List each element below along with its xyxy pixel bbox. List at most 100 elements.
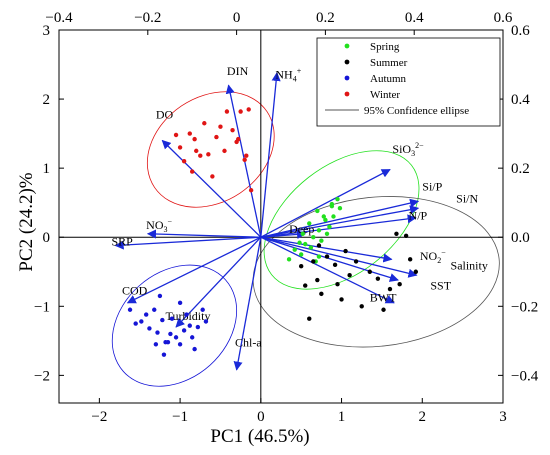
loading-label-salinity: Salinity — [451, 259, 488, 273]
legend-marker-spring — [344, 43, 350, 49]
point-winter — [198, 153, 203, 158]
loading-arrow-srp — [114, 236, 261, 250]
point-autumn — [147, 326, 152, 331]
point-summer — [403, 233, 409, 239]
right-tick-label: −0.4 — [511, 368, 539, 384]
right-tick-label: −0.2 — [511, 299, 538, 315]
x-tick-label: 1 — [338, 409, 346, 425]
point-summer — [347, 273, 352, 278]
point-winter — [230, 127, 235, 133]
point-autumn — [187, 323, 192, 328]
point-spring — [337, 206, 343, 211]
loading-label-sst: SST — [430, 279, 451, 293]
point-spring — [319, 238, 324, 243]
point-autumn — [157, 293, 163, 299]
top-tick-label: −0.2 — [134, 10, 161, 26]
point-autumn — [139, 319, 144, 324]
y-tick-label: 3 — [43, 23, 51, 39]
legend-marker-autumn — [344, 75, 350, 81]
loading-label-n-p: N/P — [409, 208, 428, 222]
point-winter — [187, 131, 192, 136]
confidence-ellipse-spring — [263, 150, 420, 290]
point-spring — [316, 228, 322, 233]
point-spring — [331, 214, 336, 219]
point-winter — [218, 124, 223, 129]
x-axis-title: PC1 (46.5%) — [210, 426, 309, 447]
point-winter — [190, 169, 195, 174]
point-winter — [248, 188, 254, 193]
point-winter — [210, 174, 215, 179]
right-tick-label: 0.6 — [511, 23, 530, 39]
loading-arrow-sst — [260, 236, 399, 282]
point-autumn — [143, 312, 149, 317]
confidence-ellipse-autumn — [111, 264, 238, 387]
point-autumn — [155, 330, 160, 335]
loading-label-cod: COD — [122, 284, 148, 298]
x-tick-label: −1 — [172, 409, 188, 425]
point-spring — [303, 241, 308, 247]
point-winter — [202, 121, 207, 126]
point-winter — [238, 109, 243, 114]
loading-label-do: DO — [156, 107, 174, 121]
loading-label-si-n: Si/N — [456, 192, 478, 206]
loading-arrow-do — [161, 139, 262, 238]
point-autumn — [173, 335, 179, 340]
point-summer — [367, 269, 372, 274]
point-summer — [316, 243, 322, 248]
point-spring — [307, 221, 312, 226]
legend-label-autumn: Autumn — [370, 73, 407, 85]
loading-label-nh4: NH4+ — [275, 66, 301, 83]
right-tick-label: 0.4 — [511, 92, 530, 108]
point-summer — [343, 248, 348, 254]
point-winter — [222, 148, 227, 154]
point-summer — [353, 259, 359, 264]
point-summer — [407, 257, 413, 262]
loading-arrow-chl-a — [233, 237, 262, 371]
point-summer — [307, 316, 312, 321]
point-spring — [321, 214, 326, 219]
top-tick-label: 0.6 — [494, 10, 513, 26]
point-autumn — [184, 312, 189, 317]
legend-label-spring: Spring — [370, 41, 400, 53]
y-tick-label: −2 — [34, 368, 50, 384]
loading-arrow-bwt — [260, 236, 395, 304]
loading-label-sio3-2: SiO32− — [392, 141, 424, 158]
legend-label-summer: Summer — [370, 57, 408, 69]
loading-label-si-p: Si/P — [422, 179, 442, 193]
point-winter — [246, 107, 251, 112]
point-autumn — [133, 321, 138, 326]
point-spring — [327, 224, 332, 230]
loading-arrow-si-p — [260, 198, 420, 238]
point-winter — [206, 152, 211, 157]
confidence-ellipse-summer — [252, 196, 500, 348]
right-tick-label: 0.0 — [511, 230, 530, 246]
loading-arrow-sio3-2 — [260, 168, 391, 238]
point-summer — [394, 231, 399, 236]
x-tick-label: 0 — [257, 409, 265, 425]
point-spring — [315, 208, 320, 214]
y-tick-label: −1 — [34, 299, 50, 315]
point-summer — [298, 264, 304, 269]
point-winter — [236, 136, 241, 142]
point-autumn — [127, 307, 133, 312]
loading-arrow-deep — [260, 229, 307, 239]
loading-label-din: DIN — [227, 64, 249, 78]
right-tick-label: 0.2 — [511, 161, 530, 177]
loading-arrow-turbidity — [175, 236, 262, 328]
point-autumn — [181, 328, 187, 333]
point-spring — [300, 231, 305, 236]
y-tick-label: 2 — [43, 92, 51, 108]
loading-arrow-cod — [126, 236, 262, 304]
point-summer — [381, 307, 386, 312]
point-autumn — [153, 342, 159, 347]
point-summer — [375, 276, 381, 281]
point-spring — [335, 197, 340, 202]
point-winter — [194, 148, 199, 154]
loading-arrow-si-n — [260, 205, 420, 238]
x-tick-label: −2 — [91, 409, 107, 425]
point-spring — [324, 231, 330, 236]
y-axis-title: PC2 (24.2)% — [16, 172, 37, 271]
loading-arrow-no2 — [260, 236, 393, 263]
point-summer — [315, 277, 320, 283]
